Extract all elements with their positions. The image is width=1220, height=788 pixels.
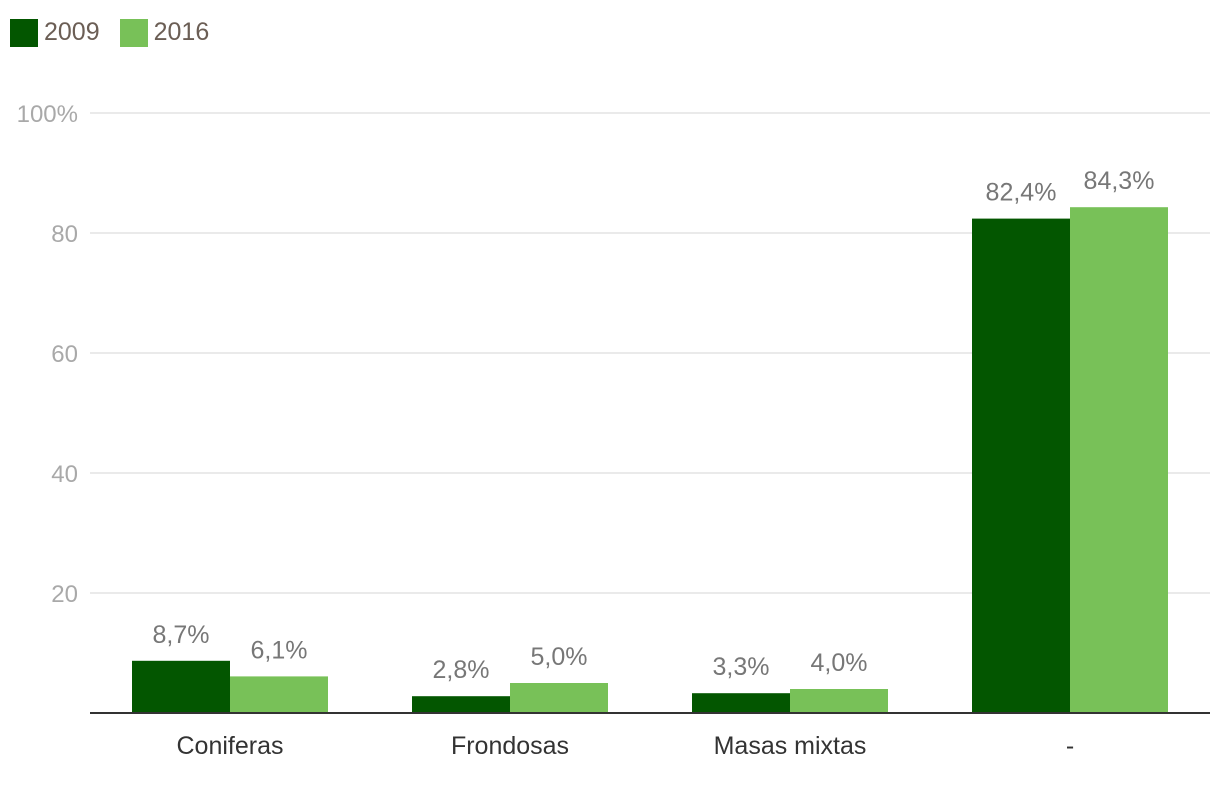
bar [132,660,230,713]
bar [230,676,328,713]
legend-swatch-2009 [10,18,38,47]
y-tick-label: 60 [51,341,78,368]
x-tick-label: Coniferas [177,732,284,760]
y-tick-label: 20 [51,581,78,608]
data-label: 4,0% [811,649,868,677]
x-tick-label: Masas mixtas [714,732,867,760]
bar [692,693,790,713]
y-tick-label: 40 [51,461,78,488]
legend: 2009 2016 [10,18,209,47]
x-tick-label: - [1066,732,1074,760]
x-tick-label: Frondosas [451,732,569,760]
data-label: 6,1% [251,636,308,664]
data-label: 2,8% [433,656,490,684]
legend-swatch-2016 [119,18,148,47]
bar [790,689,888,713]
bar [510,683,608,713]
data-label: 82,4% [986,179,1057,207]
data-label: 5,0% [531,643,588,671]
data-label: 84,3% [1084,167,1155,195]
bar [972,218,1070,713]
data-label: 3,3% [713,653,770,681]
y-tick-label: 80 [51,221,78,248]
bar [412,696,510,713]
y-tick-label: 100% [17,101,78,128]
data-label: 8,7% [153,621,210,649]
legend-item-2009: 2009 [10,18,100,47]
legend-label-2016: 2016 [153,18,210,46]
bar [1070,207,1168,713]
legend-item-2016: 2016 [119,18,210,47]
legend-label-2009: 2009 [44,18,100,46]
